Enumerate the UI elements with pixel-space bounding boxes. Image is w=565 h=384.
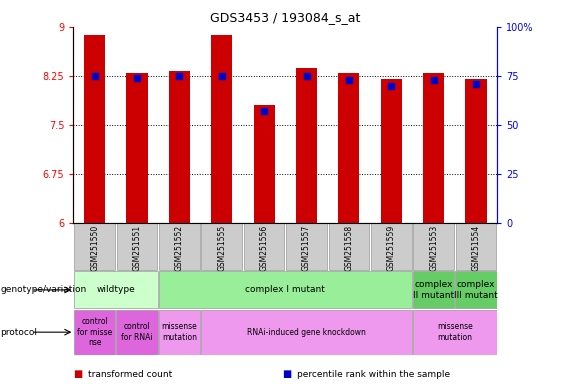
Text: control
for RNAi: control for RNAi <box>121 323 153 342</box>
Bar <box>74 310 115 355</box>
Bar <box>159 271 412 308</box>
Text: wildtype: wildtype <box>97 285 135 295</box>
Bar <box>201 310 412 355</box>
Bar <box>159 223 200 270</box>
Point <box>471 81 480 87</box>
Text: missense
mutation: missense mutation <box>437 323 473 342</box>
Text: missense
mutation: missense mutation <box>162 323 197 342</box>
Title: GDS3453 / 193084_s_at: GDS3453 / 193084_s_at <box>210 11 360 24</box>
Point <box>217 73 226 79</box>
Bar <box>127 73 147 223</box>
Bar <box>116 223 157 270</box>
Text: GSM251550: GSM251550 <box>90 225 99 271</box>
Point <box>132 75 141 81</box>
Bar <box>455 223 496 270</box>
Point <box>302 73 311 79</box>
Bar <box>455 271 497 308</box>
Text: GSM251558: GSM251558 <box>345 225 353 271</box>
Bar <box>75 223 115 270</box>
Text: GSM251556: GSM251556 <box>260 225 268 271</box>
Bar <box>413 223 454 270</box>
Bar <box>413 271 454 308</box>
Point <box>259 108 269 114</box>
Text: complex I mutant: complex I mutant <box>245 285 325 295</box>
Bar <box>169 71 190 223</box>
Bar <box>202 223 242 270</box>
Text: percentile rank within the sample: percentile rank within the sample <box>297 370 450 379</box>
Text: GSM251557: GSM251557 <box>302 225 311 271</box>
Text: GSM251552: GSM251552 <box>175 225 184 271</box>
Text: GSM251559: GSM251559 <box>387 225 396 271</box>
Point <box>386 83 396 89</box>
Point <box>175 73 184 79</box>
Text: complex
II mutant: complex II mutant <box>413 280 454 300</box>
Text: GSM251554: GSM251554 <box>472 225 480 271</box>
Bar <box>296 68 317 223</box>
Text: GSM251553: GSM251553 <box>429 225 438 271</box>
Text: GSM251555: GSM251555 <box>218 225 226 271</box>
Text: ■: ■ <box>73 369 82 379</box>
Bar <box>338 73 359 223</box>
Bar <box>328 223 370 270</box>
Point <box>90 73 99 79</box>
Bar <box>159 310 200 355</box>
Text: control
for misse
nse: control for misse nse <box>77 317 112 347</box>
Bar <box>413 310 497 355</box>
Bar <box>381 79 402 223</box>
Text: complex
III mutant: complex III mutant <box>454 280 498 300</box>
Text: ■: ■ <box>282 369 292 379</box>
Bar <box>423 73 444 223</box>
Text: genotype/variation: genotype/variation <box>1 285 87 295</box>
Text: GSM251551: GSM251551 <box>133 225 141 271</box>
Bar <box>466 79 486 223</box>
Bar <box>74 271 158 308</box>
Text: RNAi-induced gene knockdown: RNAi-induced gene knockdown <box>247 328 366 337</box>
Text: protocol: protocol <box>1 328 37 337</box>
Point <box>344 77 354 83</box>
Bar <box>244 223 285 270</box>
Bar <box>286 223 327 270</box>
Bar <box>371 223 411 270</box>
Point <box>429 77 438 83</box>
Bar <box>254 105 275 223</box>
Bar <box>84 35 105 223</box>
Bar <box>211 35 232 223</box>
Bar <box>116 310 158 355</box>
Text: transformed count: transformed count <box>88 370 172 379</box>
